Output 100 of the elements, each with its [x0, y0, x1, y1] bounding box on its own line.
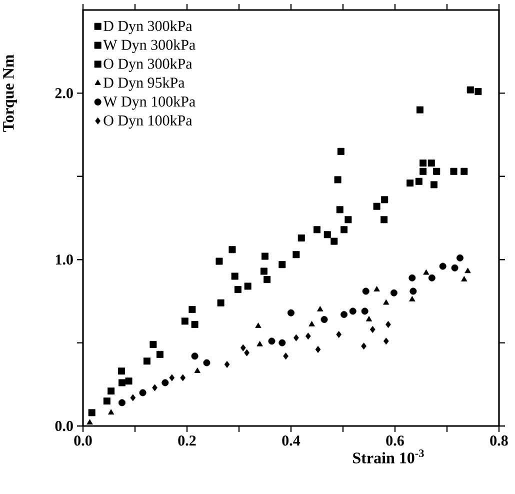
point	[349, 308, 356, 315]
point	[433, 168, 440, 175]
x-tick-label: 0.6	[386, 436, 404, 446]
point	[383, 338, 389, 345]
point	[361, 308, 368, 315]
point	[143, 358, 150, 365]
point	[261, 252, 268, 260]
point	[423, 269, 430, 275]
point	[217, 299, 224, 306]
point	[169, 374, 175, 382]
point	[278, 339, 286, 346]
point	[152, 384, 158, 392]
point	[386, 320, 391, 328]
point	[409, 296, 416, 302]
point	[337, 148, 344, 155]
point	[156, 350, 164, 358]
point	[313, 226, 320, 234]
point	[428, 274, 436, 282]
legend-label: D Dyn 300kPa	[104, 20, 192, 34]
point	[256, 340, 263, 346]
point	[150, 340, 157, 348]
point	[268, 338, 276, 345]
point	[224, 360, 230, 368]
point	[330, 238, 338, 245]
point	[416, 106, 424, 114]
point	[118, 379, 126, 386]
point	[130, 394, 136, 402]
point	[162, 379, 169, 386]
point	[428, 160, 435, 167]
x-tick-label: 0.4	[282, 436, 300, 446]
point	[466, 86, 474, 94]
point	[336, 206, 344, 214]
point	[194, 368, 200, 373]
point	[380, 216, 388, 224]
point	[406, 180, 414, 187]
x-tick-label: 0.2	[178, 436, 196, 446]
point	[298, 234, 305, 242]
point	[320, 316, 328, 323]
point	[125, 378, 132, 385]
point	[451, 264, 458, 272]
point	[118, 399, 126, 406]
point	[305, 332, 311, 340]
point	[315, 346, 321, 353]
point	[317, 306, 324, 312]
x-tick-label: 0.8	[490, 436, 508, 446]
point	[450, 168, 458, 175]
point	[336, 330, 342, 338]
point	[260, 268, 268, 275]
point	[464, 268, 471, 274]
x-axis-title: Strain 10$^{-3}$	[353, 450, 424, 464]
point	[308, 320, 315, 326]
point	[340, 311, 348, 318]
point	[373, 202, 380, 210]
point	[191, 320, 198, 328]
point	[410, 288, 417, 295]
point	[234, 286, 242, 294]
legend-label: O Dyn 300kPa	[104, 58, 192, 72]
point	[244, 349, 250, 356]
legend-label: W Dyn 100kPa	[103, 96, 196, 110]
point	[408, 274, 416, 282]
legend-label: W Dyn 300kPa	[103, 39, 196, 53]
point	[474, 88, 482, 96]
point	[381, 196, 388, 204]
point	[278, 261, 286, 268]
point	[181, 318, 188, 325]
point	[287, 309, 294, 316]
point	[292, 251, 300, 258]
point	[420, 160, 427, 167]
point	[203, 359, 210, 366]
point	[340, 226, 348, 234]
point	[191, 352, 198, 360]
point	[108, 409, 114, 415]
point	[264, 276, 271, 284]
point	[374, 286, 380, 292]
point	[118, 368, 125, 375]
point	[324, 231, 331, 238]
point	[390, 289, 398, 296]
point	[228, 246, 236, 254]
x-tick-label: 0.0	[74, 436, 92, 446]
point	[108, 388, 115, 395]
point	[139, 389, 146, 396]
point	[456, 254, 464, 262]
y-tick-label: 1.0	[56, 254, 73, 265]
point	[344, 216, 352, 224]
point	[216, 258, 223, 265]
point	[383, 299, 390, 305]
point	[420, 168, 427, 175]
point	[362, 288, 370, 295]
point	[439, 262, 446, 270]
point	[180, 374, 186, 382]
point	[461, 276, 468, 282]
point	[103, 398, 110, 405]
point	[415, 178, 422, 185]
point	[255, 322, 262, 328]
point	[283, 352, 288, 360]
point	[86, 419, 93, 425]
point	[460, 168, 468, 175]
y-axis-title: Torque Nm	[3, 54, 18, 132]
legend-label: O Dyn 100kPa	[104, 114, 192, 129]
point	[361, 342, 366, 350]
